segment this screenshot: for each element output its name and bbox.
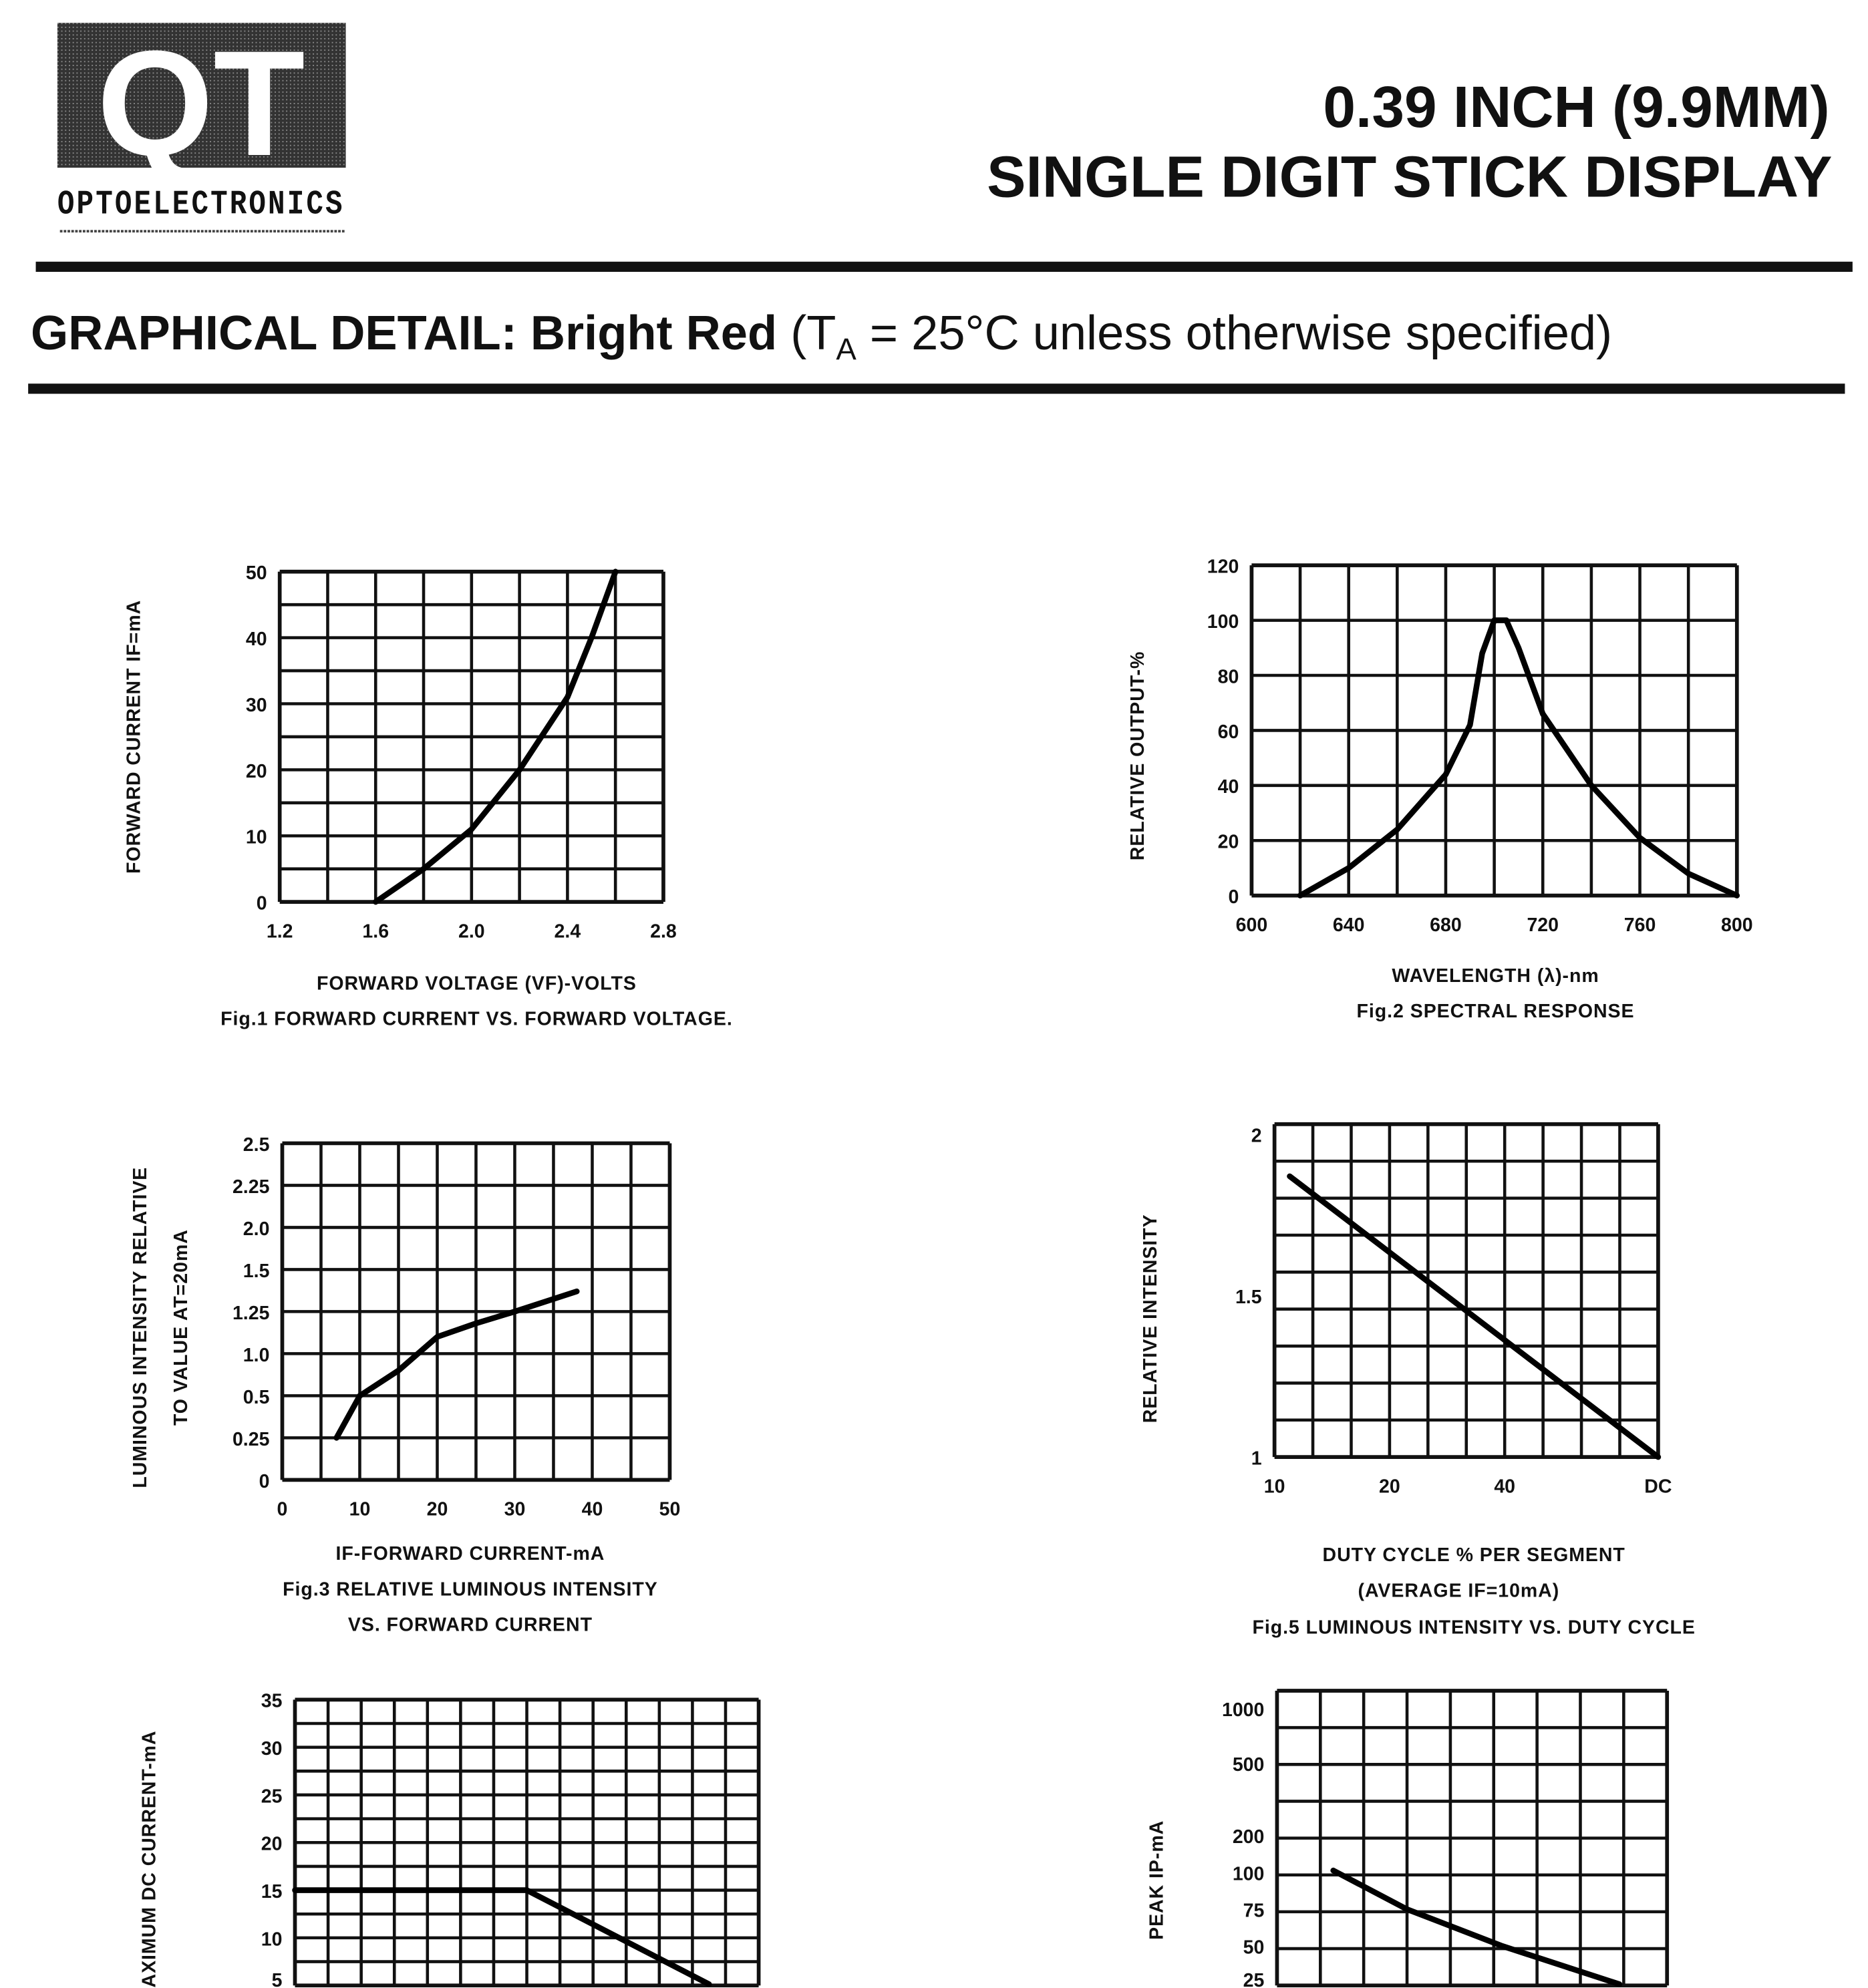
qt-logo: QT OPTOELECTRONICS <box>57 19 346 232</box>
fig1-y-tick-label: 50 <box>246 562 267 584</box>
fig2-y-tick-label: 40 <box>1218 776 1239 798</box>
fig3-caption-2: VS. FORWARD CURRENT <box>348 1615 593 1636</box>
fig6-y-tick-label: 200 <box>1233 1826 1265 1848</box>
fig5-x-tick-label: 40 <box>1494 1476 1515 1497</box>
fig5-curve <box>1287 1173 1662 1460</box>
fig2-ylabel: RELATIVE OUTPUT-% <box>1127 651 1148 860</box>
fig1-curve <box>372 568 619 905</box>
fig2-caption: Fig.2 SPECTRAL RESPONSE <box>1357 1001 1635 1022</box>
fig5-ylabel: RELATIVE INTENSITY <box>1140 1214 1161 1423</box>
fig4-curve <box>292 1887 712 1987</box>
fig5-caption: Fig.5 LUMINOUS INTENSITY VS. DUTY CYCLE <box>1252 1617 1695 1638</box>
fig5-y-tick-label: 2 <box>1251 1126 1262 1147</box>
fig4-y-tick-label: 20 <box>261 1834 283 1855</box>
fig3-y-tick-label: 1.25 <box>232 1303 270 1324</box>
fig2-y-tick-label: 100 <box>1207 611 1239 633</box>
section-heading-rest: = 25°C unless otherwise specified) <box>857 307 1612 360</box>
fig6-y-tick-label: 1000 <box>1222 1699 1264 1721</box>
divider-bottom <box>28 383 1845 394</box>
fig3-x-tick-label: 0 <box>277 1499 288 1520</box>
fig3-ylabel-line1: LUMINOUS INTENSITY RELATIVE <box>130 1167 151 1488</box>
fig3-y-tick-label: 1.0 <box>243 1345 270 1366</box>
fig5-x-tick-label: 10 <box>1264 1476 1285 1497</box>
section-heading: GRAPHICAL DETAIL: Bright Red (TA = 25°C … <box>31 307 1612 366</box>
fig2-y-tick-label: 20 <box>1218 832 1239 853</box>
fig1-y-tick-label: 20 <box>246 761 267 782</box>
fig2-y-tick-label: 120 <box>1207 556 1239 578</box>
fig6-y-tick-label: 100 <box>1233 1863 1265 1884</box>
fig1-x-tick-label: 2.4 <box>555 921 581 942</box>
section-heading-bold: GRAPHICAL DETAIL: Bright Red <box>31 307 777 360</box>
fig1-y-tick-label: 40 <box>246 629 267 650</box>
logo-mark: QT <box>97 19 305 187</box>
fig2-curve <box>1297 617 1740 898</box>
fig5-x-tick-label: 20 <box>1379 1476 1400 1497</box>
fig3-x-tick-label: 40 <box>582 1499 603 1520</box>
fig2-x-tick-label: 600 <box>1236 915 1268 936</box>
fig5-y-tick-label: 1.5 <box>1235 1287 1262 1308</box>
fig5-x-tick-label: DC <box>1644 1476 1672 1497</box>
fig2-x-tick-label: 760 <box>1624 915 1656 936</box>
fig1-ylabel: FORWARD CURRENT IF=mA <box>124 600 145 874</box>
logo-subtext: OPTOELECTRONICS <box>57 185 345 224</box>
fig2-xlabel: WAVELENGTH (λ)-nm <box>1392 965 1599 987</box>
fig3-y-tick-label: 2.5 <box>243 1134 270 1156</box>
fig2-x-tick-label: 720 <box>1527 915 1559 936</box>
fig4-y-tick-label: 5 <box>272 1970 283 1988</box>
fig2-x-tick-label: 640 <box>1333 915 1365 936</box>
fig1-y-tick-label: 0 <box>257 893 267 915</box>
fig3-x-tick-label: 50 <box>659 1499 681 1520</box>
fig2-y-tick-label: 60 <box>1218 721 1239 743</box>
fig4-y-tick-label: 30 <box>261 1738 283 1760</box>
fig3-y-tick-label: 0.25 <box>232 1429 270 1450</box>
fig6-curve <box>1330 1867 1623 1987</box>
fig3-x-tick-label: 30 <box>504 1499 526 1520</box>
fig3-x-tick-label: 20 <box>427 1499 448 1520</box>
fig4-y-tick-label: 35 <box>261 1691 283 1712</box>
fig6-ylabel: PEAK IP-mA <box>1146 1820 1167 1940</box>
fig3-x-tick-label: 10 <box>349 1499 371 1520</box>
fig3-xlabel: IF-FORWARD CURRENT-mA <box>336 1543 605 1564</box>
divider-top <box>35 261 1853 272</box>
fig4-y-tick-label: 15 <box>261 1881 283 1902</box>
fig2-y-tick-label: 80 <box>1218 666 1239 687</box>
fig3-y-tick-label: 0.5 <box>243 1387 270 1408</box>
fig1-caption: Fig.1 FORWARD CURRENT VS. FORWARD VOLTAG… <box>220 1009 733 1030</box>
fig1-xlabel: FORWARD VOLTAGE (VF)-VOLTS <box>317 973 637 994</box>
fig5-xlabel: DUTY CYCLE % PER SEGMENT <box>1323 1544 1625 1566</box>
fig4-y-tick-label: 25 <box>261 1786 283 1807</box>
fig2-x-tick-label: 680 <box>1430 915 1462 936</box>
fig1-y-tick-label: 30 <box>246 695 267 716</box>
fig3-caption-1: Fig.3 RELATIVE LUMINOUS INTENSITY <box>283 1579 658 1600</box>
fig4-ylabel: MAXIMUM DC CURRENT-mA <box>138 1731 160 1988</box>
fig2-x-tick-label: 800 <box>1721 915 1753 936</box>
fig6-y-tick-label: 75 <box>1243 1900 1265 1922</box>
fig2-y-tick-label: 0 <box>1229 886 1239 908</box>
title-line-1: 0.39 INCH (9.9MM) <box>1323 74 1829 140</box>
fig3-y-tick-label: 2.25 <box>232 1176 270 1198</box>
fig1-x-tick-label: 1.6 <box>362 921 389 942</box>
fig5-y-tick-label: 1 <box>1251 1448 1262 1470</box>
section-heading-open: (T <box>777 307 836 360</box>
fig6-y-tick-label: 25 <box>1243 1970 1265 1988</box>
fig1-y-tick-label: 10 <box>246 827 267 848</box>
fig3-y-tick-label: 1.5 <box>243 1261 270 1282</box>
fig4-y-tick-label: 10 <box>261 1929 283 1950</box>
fig3-curve <box>333 1288 580 1441</box>
title-line-2: SINGLE DIGIT STICK DISPLAY <box>987 144 1832 210</box>
fig1-x-tick-label: 2.8 <box>650 921 677 942</box>
fig6-y-tick-label: 50 <box>1243 1937 1265 1959</box>
section-heading-sub: A <box>836 332 857 366</box>
fig6-y-tick-label: 500 <box>1233 1754 1265 1776</box>
fig5-xlabel-2: (AVERAGE IF=10mA) <box>1358 1580 1560 1601</box>
fig1-x-tick-label: 1.2 <box>267 921 293 942</box>
fig3-ylabel-line2: TO VALUE AT=20mA <box>170 1229 192 1426</box>
fig3-y-tick-label: 2.0 <box>243 1218 270 1240</box>
fig3-y-tick-label: 0 <box>259 1471 270 1492</box>
fig1-x-tick-label: 2.0 <box>458 921 485 942</box>
